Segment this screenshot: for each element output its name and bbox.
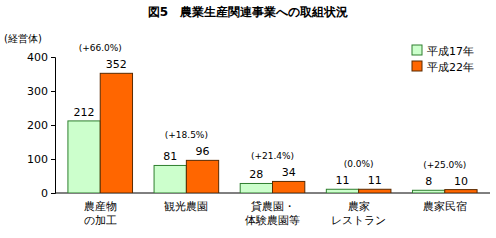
x-tick-label: 観光農園 [164, 200, 208, 212]
y-tick-mark [51, 91, 55, 92]
data-label: 8 [425, 175, 432, 188]
bar [359, 189, 391, 193]
data-label: 34 [282, 166, 296, 179]
legend-label: 平成22年 [427, 61, 474, 74]
y-tick: 400 [27, 51, 55, 64]
annotation: (0.0%) [344, 159, 374, 169]
y-tick-label: 400 [27, 51, 48, 64]
data-label: 11 [335, 174, 349, 187]
bar [412, 190, 444, 193]
y-axis-label: (経営体) [4, 33, 42, 44]
annotation: (+25.0%) [423, 160, 466, 170]
data-label: 96 [196, 145, 210, 158]
data-label: 212 [74, 106, 95, 119]
y-tick-mark [51, 159, 55, 160]
x-axis: 農産物の加工 観光農園 貸農園・体験農園等 農家レストラン 農家民宿 [84, 200, 467, 226]
y-tick: 300 [27, 85, 55, 98]
annotations: (+66.0%) (+18.5%) (+21.4%) (0.0%) (+25.0%) [79, 43, 467, 169]
y-tick-label: 100 [27, 153, 48, 166]
bar [100, 73, 132, 193]
bars [68, 73, 477, 193]
annotation: (+21.4%) [251, 151, 294, 161]
x-tick-label: 農家レストラン [331, 200, 386, 226]
annotation: (+66.0%) [79, 43, 122, 53]
legend: 平成17年平成22年 [412, 45, 474, 74]
y-tick: 0 [41, 187, 55, 200]
legend-swatch [412, 45, 422, 55]
y-tick-mark [51, 193, 55, 194]
bar [186, 160, 218, 193]
annotation: (+18.5%) [165, 130, 208, 140]
x-tick-label: 貸農園・体験農園等 [245, 200, 300, 226]
data-label: 352 [106, 58, 127, 71]
bar [240, 183, 272, 193]
x-tick-label: 農産物の加工 [84, 200, 117, 226]
legend-label: 平成17年 [427, 45, 474, 58]
chart: 図5 農業生産関連事業への取組状況 (経営体) 0 100 200 300 400 農産物の加… [0, 0, 496, 238]
y-tick-mark [51, 125, 55, 126]
data-labels: 212 81 28 11 8 352 96 34 11 10 [74, 58, 468, 188]
bar [273, 181, 305, 193]
y-axis: 0 100 200 300 400 [27, 51, 56, 200]
bar [154, 165, 186, 193]
y-tick: 100 [27, 153, 55, 166]
y-tick: 200 [27, 119, 55, 132]
y-tick-label: 200 [27, 119, 48, 132]
y-tick-mark [51, 57, 55, 58]
data-label: 10 [454, 175, 468, 188]
title: 図5 農業生産関連事業への取組状況 [148, 5, 348, 19]
y-tick-label: 300 [27, 85, 48, 98]
bar [68, 121, 100, 193]
data-label: 81 [163, 150, 177, 163]
y-tick-label: 0 [41, 187, 48, 200]
data-label: 28 [249, 168, 263, 181]
y-axis-line [51, 58, 56, 194]
bar [445, 190, 477, 193]
data-label: 11 [368, 174, 382, 187]
x-tick-label: 農家民宿 [423, 200, 467, 212]
legend-swatch [412, 61, 422, 71]
bar [326, 189, 358, 193]
